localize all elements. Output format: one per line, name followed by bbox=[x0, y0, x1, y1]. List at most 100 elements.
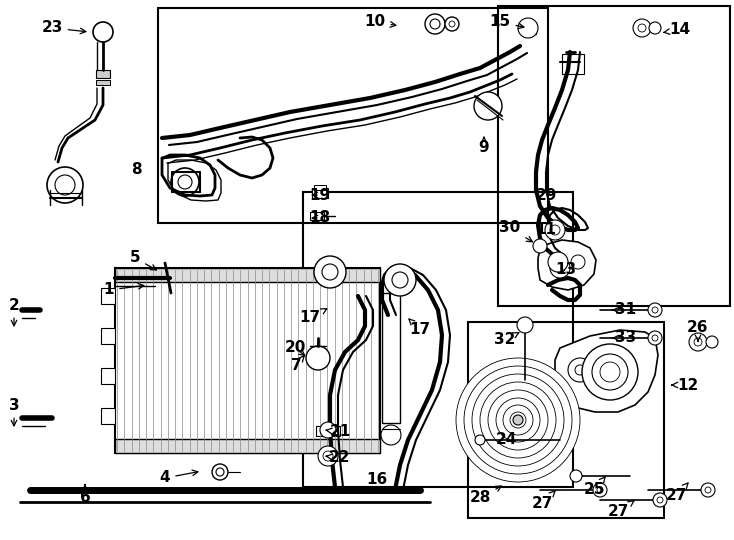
Bar bbox=[101, 288, 115, 304]
Circle shape bbox=[306, 346, 330, 370]
Circle shape bbox=[653, 493, 667, 507]
Circle shape bbox=[47, 167, 83, 203]
Circle shape bbox=[706, 336, 718, 348]
Circle shape bbox=[593, 483, 607, 497]
Text: 24: 24 bbox=[495, 433, 517, 448]
Circle shape bbox=[55, 175, 75, 195]
Circle shape bbox=[503, 405, 533, 435]
Text: 4: 4 bbox=[160, 470, 198, 485]
Circle shape bbox=[705, 487, 711, 493]
Bar bbox=[498, 6, 730, 306]
Circle shape bbox=[652, 335, 658, 341]
Bar bbox=[96, 70, 110, 78]
Circle shape bbox=[555, 263, 565, 273]
Polygon shape bbox=[538, 240, 596, 290]
Circle shape bbox=[582, 344, 638, 400]
Text: 11: 11 bbox=[536, 222, 556, 238]
Text: 27: 27 bbox=[607, 501, 634, 519]
Circle shape bbox=[648, 303, 662, 317]
Text: 9: 9 bbox=[479, 137, 490, 156]
Circle shape bbox=[474, 92, 502, 120]
Circle shape bbox=[597, 367, 603, 373]
Text: 8: 8 bbox=[131, 163, 142, 178]
Text: 10: 10 bbox=[365, 15, 396, 30]
Bar bbox=[96, 80, 110, 85]
Circle shape bbox=[592, 362, 608, 378]
Circle shape bbox=[597, 487, 603, 493]
Bar bbox=[101, 328, 115, 344]
Circle shape bbox=[694, 338, 702, 346]
Text: 6: 6 bbox=[79, 485, 90, 505]
Text: 31: 31 bbox=[613, 302, 636, 318]
Bar bbox=[314, 185, 326, 190]
Circle shape bbox=[488, 390, 548, 450]
Text: 18: 18 bbox=[310, 211, 330, 226]
Text: 25: 25 bbox=[584, 477, 605, 497]
Circle shape bbox=[171, 168, 199, 196]
Circle shape bbox=[600, 362, 620, 382]
Circle shape bbox=[648, 331, 662, 345]
Circle shape bbox=[178, 175, 192, 189]
Text: 27: 27 bbox=[531, 491, 555, 511]
Text: 1: 1 bbox=[103, 282, 144, 298]
Text: 29: 29 bbox=[535, 188, 556, 204]
Text: 22: 22 bbox=[326, 450, 351, 465]
Text: 33: 33 bbox=[613, 330, 636, 346]
Text: 14: 14 bbox=[664, 23, 691, 37]
Circle shape bbox=[320, 422, 336, 438]
Circle shape bbox=[480, 382, 556, 458]
Bar bbox=[562, 54, 584, 74]
Circle shape bbox=[592, 354, 628, 390]
Circle shape bbox=[701, 483, 715, 497]
Circle shape bbox=[548, 252, 568, 272]
Circle shape bbox=[323, 451, 333, 461]
Text: 15: 15 bbox=[490, 15, 524, 30]
Text: 3: 3 bbox=[9, 397, 19, 426]
Text: 19: 19 bbox=[310, 187, 330, 202]
Circle shape bbox=[456, 358, 580, 482]
Bar bbox=[382, 293, 400, 423]
Circle shape bbox=[425, 14, 445, 34]
Bar bbox=[158, 8, 548, 223]
Text: 27: 27 bbox=[665, 483, 688, 503]
Circle shape bbox=[381, 425, 401, 445]
Circle shape bbox=[568, 358, 592, 382]
Circle shape bbox=[472, 374, 564, 466]
Text: 2: 2 bbox=[9, 298, 19, 326]
Text: 13: 13 bbox=[556, 262, 577, 278]
Text: 20: 20 bbox=[284, 341, 305, 355]
Text: 5: 5 bbox=[130, 251, 156, 270]
Bar bbox=[468, 322, 664, 518]
Circle shape bbox=[575, 365, 585, 375]
Bar bbox=[312, 188, 328, 198]
Circle shape bbox=[392, 272, 408, 288]
Circle shape bbox=[689, 333, 707, 351]
Circle shape bbox=[550, 258, 570, 278]
Circle shape bbox=[430, 19, 440, 29]
Bar bbox=[115, 439, 380, 453]
Bar bbox=[303, 192, 573, 487]
Text: 26: 26 bbox=[687, 321, 709, 341]
Circle shape bbox=[314, 256, 346, 288]
Polygon shape bbox=[555, 330, 658, 412]
Circle shape bbox=[638, 24, 646, 32]
Circle shape bbox=[475, 435, 485, 445]
Circle shape bbox=[384, 264, 416, 296]
Bar bbox=[101, 408, 115, 424]
Bar bbox=[115, 268, 380, 453]
Circle shape bbox=[550, 225, 560, 235]
Circle shape bbox=[449, 21, 455, 27]
Text: 12: 12 bbox=[672, 377, 699, 393]
Circle shape bbox=[464, 366, 572, 474]
Bar bbox=[115, 268, 380, 282]
Text: 28: 28 bbox=[469, 486, 501, 505]
Bar bbox=[520, 22, 536, 34]
Circle shape bbox=[93, 22, 113, 42]
Circle shape bbox=[649, 22, 661, 34]
Circle shape bbox=[533, 239, 547, 253]
Circle shape bbox=[518, 18, 538, 38]
Bar bbox=[101, 368, 115, 384]
Circle shape bbox=[633, 19, 651, 37]
Bar bbox=[310, 212, 324, 220]
Bar bbox=[316, 426, 340, 436]
